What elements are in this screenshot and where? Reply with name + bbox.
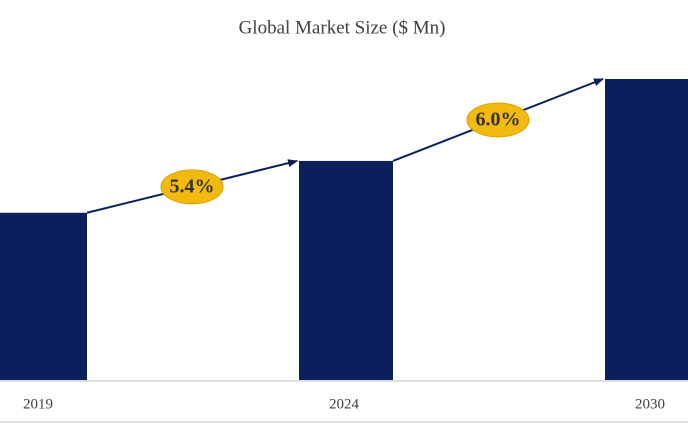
bar bbox=[0, 212, 87, 380]
cagr-label: 5.4% bbox=[170, 175, 215, 197]
x-tick-label: 2024 bbox=[329, 396, 360, 412]
x-tick-label: 2019 bbox=[23, 396, 53, 412]
x-tick-label: 2030 bbox=[635, 396, 665, 412]
bar bbox=[605, 79, 688, 380]
chart-title: Global Market Size ($ Mn) bbox=[239, 17, 446, 38]
bar bbox=[299, 160, 393, 380]
cagr-label: 6.0% bbox=[476, 109, 521, 131]
cagr-badge bbox=[160, 169, 224, 205]
cagr-badge bbox=[466, 102, 530, 138]
